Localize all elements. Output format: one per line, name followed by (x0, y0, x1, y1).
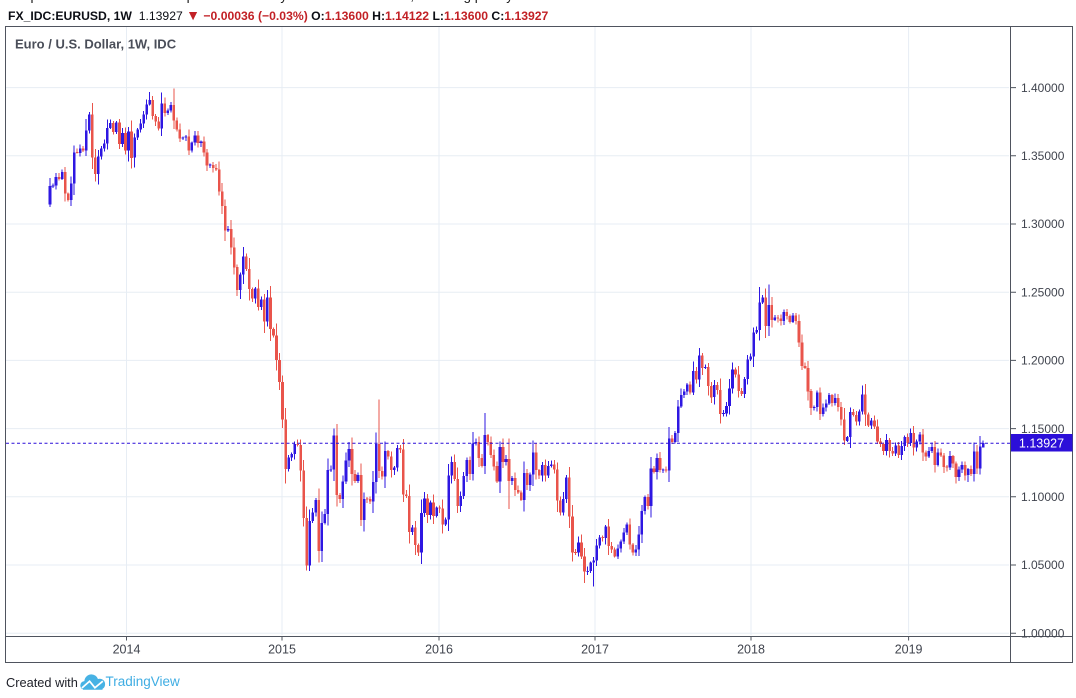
svg-text:1.20000: 1.20000 (1021, 354, 1065, 368)
svg-text:2016: 2016 (425, 643, 453, 657)
svg-text:1.05000: 1.05000 (1021, 558, 1065, 572)
svg-text:1.35000: 1.35000 (1021, 149, 1065, 163)
svg-text:1.13927: 1.13927 (1019, 436, 1064, 450)
svg-text:1.00000: 1.00000 (1021, 626, 1065, 640)
svg-text:1.25000: 1.25000 (1021, 285, 1065, 299)
svg-text:1.30000: 1.30000 (1021, 217, 1065, 231)
svg-text:1.10000: 1.10000 (1021, 490, 1065, 504)
svg-text:Euro / U.S. Dollar, 1W, IDC: Euro / U.S. Dollar, 1W, IDC (15, 37, 177, 52)
svg-text:2015: 2015 (268, 643, 296, 657)
svg-text:2014: 2014 (113, 643, 141, 657)
svg-text:2019: 2019 (895, 643, 923, 657)
svg-text:2017: 2017 (581, 643, 609, 657)
svg-text:1.15000: 1.15000 (1021, 422, 1065, 436)
svg-text:1.40000: 1.40000 (1021, 81, 1065, 95)
svg-text:2018: 2018 (737, 643, 765, 657)
